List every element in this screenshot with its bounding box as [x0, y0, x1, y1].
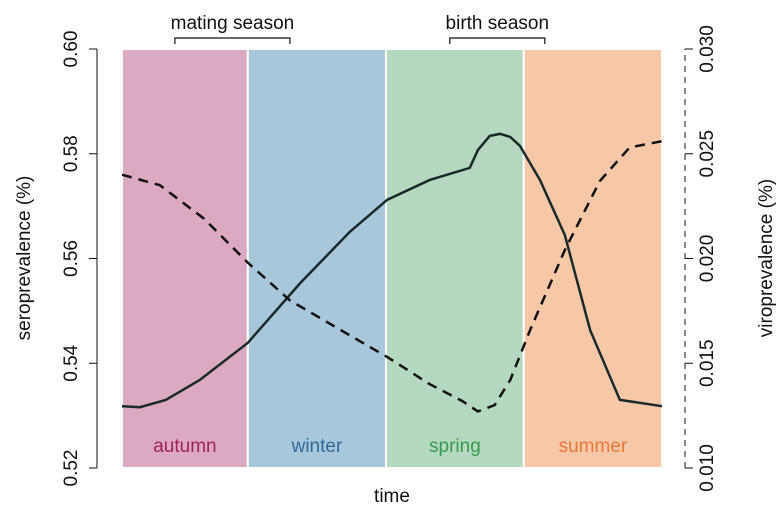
season-band	[385, 48, 525, 469]
y-axis-label: seroprevalence (%)	[14, 176, 35, 341]
x-axis-label: time	[374, 486, 410, 507]
y2-tick-label: 0.030	[697, 25, 718, 73]
bracket	[449, 37, 546, 44]
y-tick-label: 0.60	[61, 31, 82, 68]
y-tick-label: 0.54	[61, 344, 82, 381]
season-band	[121, 48, 249, 469]
season-label: autumn	[153, 436, 216, 457]
y2-axis-label: viroprevalence (%)	[756, 179, 777, 337]
series-line	[121, 139, 663, 413]
y-tick-label: 0.58	[61, 135, 82, 172]
series-line	[121, 132, 663, 409]
annotation: birth season	[446, 13, 550, 34]
bracket	[174, 37, 291, 44]
season-label: spring	[429, 436, 481, 457]
season-label: summer	[559, 436, 628, 457]
season-band	[246, 48, 388, 469]
y2-tick-label: 0.025	[697, 130, 718, 178]
y2-tick-label: 0.020	[697, 235, 718, 283]
y-tick-label: 0.52	[61, 450, 82, 487]
season-band	[522, 48, 664, 469]
y-tick-label: 0.56	[61, 240, 82, 277]
y2-tick-label: 0.015	[697, 339, 718, 387]
annotation: mating season	[171, 13, 295, 34]
y2-tick-label: 0.010	[697, 444, 718, 492]
season-label: winter	[291, 436, 343, 457]
